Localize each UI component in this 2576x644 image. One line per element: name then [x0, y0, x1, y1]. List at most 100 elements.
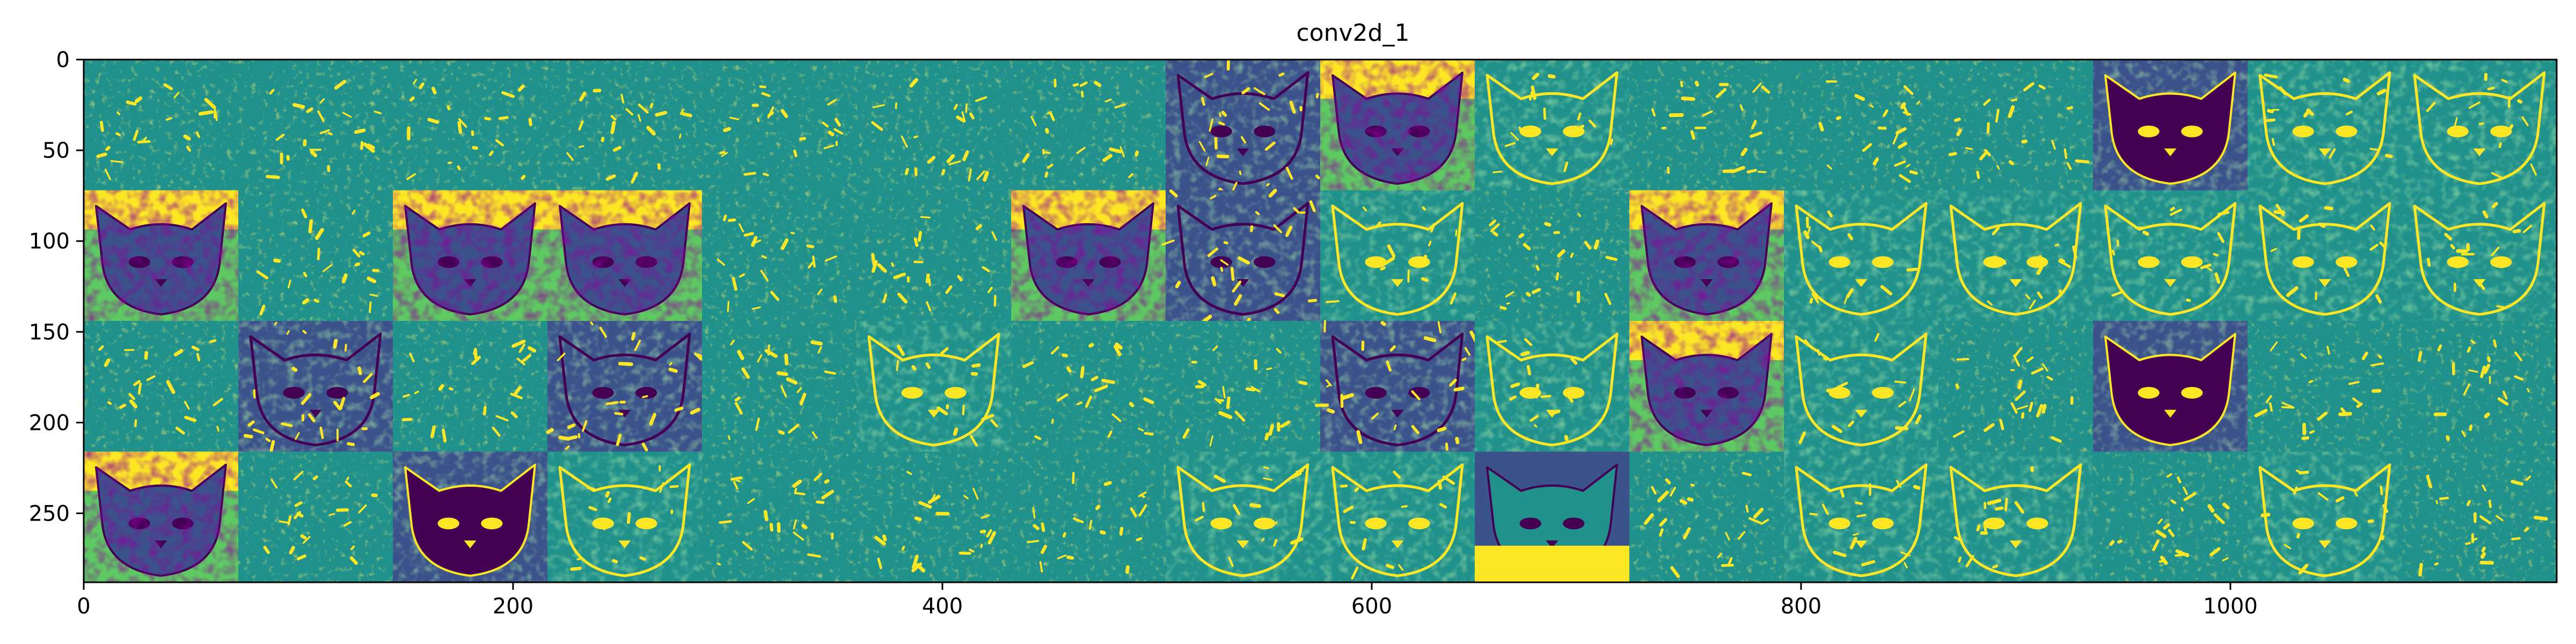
- activation-speckle: [1992, 226, 2000, 236]
- activation-speckle: [1524, 338, 1533, 346]
- activation-speckle: [457, 165, 461, 171]
- activation-speckle: [1091, 376, 1099, 382]
- activation-speckle: [1906, 267, 1919, 272]
- activation-speckle: [811, 431, 818, 439]
- feature-map-tile: [1166, 321, 1321, 452]
- activation-speckle: [501, 91, 515, 98]
- activation-speckle: [1999, 419, 2004, 430]
- activation-speckle: [438, 384, 444, 391]
- activation-speckle: [1218, 121, 1225, 126]
- activation-speckle: [2031, 367, 2044, 375]
- activation-speckle: [778, 430, 785, 435]
- activation-speckle: [1072, 83, 1079, 87]
- activation-speckle: [291, 367, 298, 372]
- activation-speckle: [1995, 108, 2000, 123]
- feature-map-tile: [1011, 190, 1166, 321]
- activation-speckle: [363, 373, 373, 383]
- activation-speckle: [980, 544, 983, 548]
- cat-silhouette: [1949, 202, 2082, 316]
- activation-speckle: [1510, 132, 1519, 141]
- activation-speckle: [669, 485, 679, 488]
- activation-speckle: [1979, 152, 1987, 160]
- activation-speckle: [1909, 170, 1918, 175]
- activation-speckle: [612, 145, 621, 152]
- activation-speckle: [1570, 357, 1578, 365]
- activation-speckle: [1518, 233, 1525, 239]
- activation-speckle: [1130, 507, 1137, 517]
- activation-speckle: [1798, 431, 1806, 444]
- activation-speckle: [793, 149, 797, 157]
- activation-speckle: [916, 563, 926, 573]
- activation-speckle: [1584, 240, 1592, 250]
- activation-speckle: [1461, 357, 1467, 361]
- activation-speckle: [2036, 255, 2042, 267]
- activation-speckle: [1233, 504, 1241, 515]
- cat-silhouette: [1485, 71, 1619, 185]
- cat-nose: [309, 409, 322, 418]
- activation-speckle: [2281, 402, 2294, 408]
- feature-map-tile: [2093, 190, 2248, 321]
- activation-speckle: [328, 513, 335, 516]
- tile-texture: [1320, 60, 1475, 191]
- activation-speckle: [2530, 163, 2537, 176]
- activation-speckle: [2059, 289, 2063, 296]
- activation-speckle: [739, 273, 745, 278]
- activation-speckle: [2527, 387, 2530, 393]
- tile-texture: [1475, 321, 1629, 452]
- activation-speckle: [1430, 223, 1435, 233]
- activation-speckle: [1213, 474, 1226, 483]
- activation-speckle: [962, 150, 969, 162]
- activation-speckle: [1953, 536, 1961, 541]
- activation-speckle: [2293, 486, 2298, 495]
- activation-speckle: [752, 239, 762, 245]
- activation-speckle: [822, 121, 829, 128]
- activation-speckle: [1040, 545, 1048, 554]
- activation-speckle: [312, 475, 318, 480]
- activation-speckle: [612, 559, 618, 564]
- activation-speckle: [1401, 505, 1408, 508]
- tile-texture: [393, 60, 547, 191]
- activation-speckle: [514, 385, 522, 396]
- activation-speckle: [911, 365, 917, 371]
- feature-map-tile: [547, 451, 702, 582]
- activation-speckle: [690, 407, 700, 415]
- tile-texture: [702, 190, 857, 321]
- activation-speckle: [2511, 480, 2524, 486]
- cat-eye: [2336, 256, 2358, 268]
- feature-map-tile: [1938, 190, 2094, 321]
- cat-silhouette: [1176, 463, 1309, 577]
- activation-speckle: [1289, 100, 1296, 114]
- activation-speckle: [821, 489, 835, 500]
- activation-speckle: [431, 86, 437, 94]
- activation-speckle: [495, 139, 504, 147]
- activation-speckle: [144, 351, 149, 360]
- activation-speckle: [1113, 345, 1122, 356]
- activation-speckle: [1119, 146, 1125, 158]
- activation-speckle: [286, 330, 290, 335]
- activation-speckle: [730, 339, 735, 346]
- activation-speckle: [1255, 211, 1260, 216]
- activation-speckle: [1690, 130, 1695, 140]
- activation-speckle: [1249, 503, 1262, 508]
- activation-speckle: [430, 425, 436, 438]
- feature-map-tile: [1011, 321, 1166, 452]
- feature-map-tile: [1320, 60, 1475, 191]
- activation-speckle: [1823, 357, 1827, 361]
- activation-speckle: [1385, 564, 1395, 569]
- activation-speckle: [808, 261, 814, 269]
- activation-speckle: [1557, 249, 1565, 258]
- activation-speckle: [1077, 401, 1082, 405]
- activation-speckle: [2075, 159, 2090, 164]
- activation-speckle: [1101, 378, 1116, 384]
- activation-speckle: [528, 118, 532, 127]
- activation-speckle: [2370, 224, 2375, 231]
- activation-speckle: [2155, 530, 2167, 538]
- cat-silhouette: [558, 332, 691, 447]
- activation-speckle: [2343, 267, 2350, 277]
- activation-speckle: [1088, 519, 1093, 530]
- activation-speckle: [1874, 333, 1880, 342]
- activation-speckle: [918, 501, 932, 509]
- activation-speckle: [134, 419, 137, 427]
- tile-texture: [1629, 321, 1784, 452]
